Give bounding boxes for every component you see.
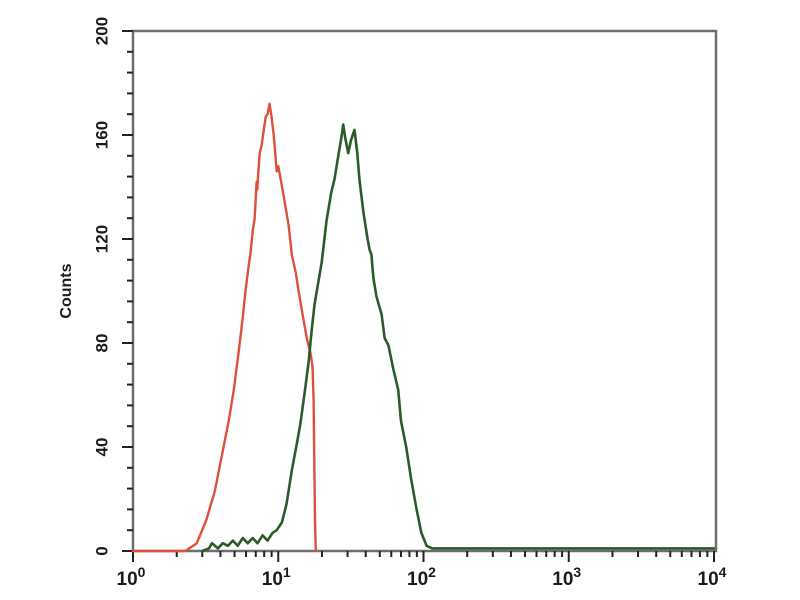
green-curve — [201, 123, 716, 553]
y-axis-title: Counts — [58, 263, 75, 318]
x-tick-label: 102 — [407, 564, 436, 590]
y-tick-label: 160 — [92, 121, 111, 149]
axis-frame — [131, 29, 718, 553]
x-tick-label: 100 — [117, 564, 146, 590]
x-tick-labels: 100 101 102 103 104 — [117, 564, 727, 590]
y-tick-label: 200 — [92, 17, 111, 45]
y-axis-ticks — [122, 30, 133, 552]
red-curve — [131, 102, 318, 553]
y-tick-label: 80 — [92, 334, 111, 353]
x-tick-label: 104 — [698, 564, 727, 590]
y-tick-label: 0 — [92, 546, 111, 555]
y-tick-label: 120 — [92, 225, 111, 253]
x-axis-ticks — [132, 551, 715, 562]
x-tick-label: 101 — [262, 564, 291, 590]
y-tick-labels: 0 40 80 120 160 200 — [92, 17, 111, 556]
y-tick-label: 40 — [92, 438, 111, 457]
x-tick-label: 103 — [552, 564, 581, 590]
